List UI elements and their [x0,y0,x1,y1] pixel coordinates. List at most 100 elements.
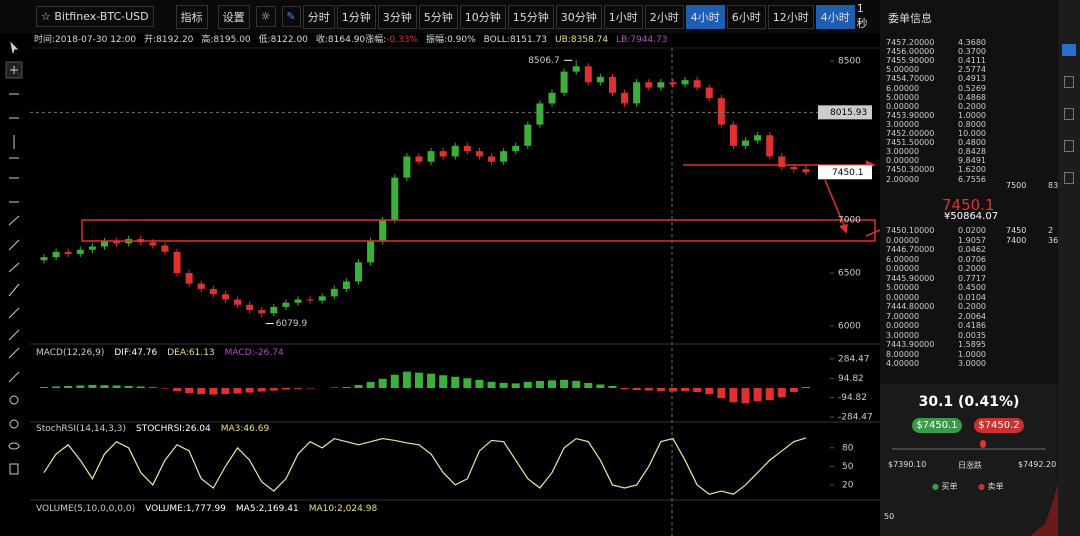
order-row: 5.00000 0.4868 [886,93,1056,102]
period-button[interactable]: 5分钟 [418,4,458,29]
period-button[interactable]: 10分钟 [459,4,506,29]
candle-body [161,245,169,252]
info-item: 高:8195.00 [201,33,251,45]
depth-price: 7500 [1006,181,1027,190]
candle-body [524,124,532,146]
icon[interactable] [1064,172,1074,184]
period-button[interactable]: 3分钟 [377,4,417,29]
candle-body [778,156,786,168]
macd-bar [681,388,690,392]
order-price: 7451.50000 [886,138,935,148]
order-amount: 0.5269 [958,83,986,93]
order-row: 5.00000 0.4500 [886,283,1056,292]
candle-body [330,288,338,297]
depth-amount: 83 [1048,181,1059,190]
period-button[interactable]: 4小时 [685,4,725,29]
macd-bar [765,388,774,401]
info-item: 开:8192.20 [144,34,194,45]
range-high: $7492.20 [1018,460,1057,469]
candle-body [40,257,48,261]
order-book-title: 委单信息 [888,12,932,25]
macd-bar [632,388,641,391]
candle-body [608,76,616,93]
macd-bar [584,382,593,388]
macd-bar [281,388,290,390]
period-button[interactable]: 15分钟 [507,4,554,29]
candle-body [596,76,604,83]
candle-body [657,82,665,88]
order-price: 5.00000 [886,92,920,102]
order-row: 7453.90000 1.0000 [886,111,1056,120]
icon[interactable] [1064,76,1074,88]
order-price: 0.00000 [886,321,920,330]
order-amount: 0.2000 [958,101,986,111]
order-price: 7446.70000 [886,245,935,254]
icon[interactable] [1062,44,1076,56]
order-amount: 3.0000 [958,359,986,368]
indicator-label: VOLUME:1,777.99 [145,504,226,514]
depth-row: 7450 2 [886,226,1056,235]
candle-body [246,304,254,311]
bid-button[interactable]: $7450.1 [912,418,962,433]
candle-body [415,156,423,162]
candle-body [790,167,798,170]
order-row: 7446.70000 0.0462 [886,245,1056,254]
macd-bar [173,388,182,392]
macd-bar [378,378,387,388]
candle-body [560,71,568,93]
icon[interactable] [1064,140,1074,152]
candle-body [584,66,592,83]
candle-body [113,241,121,244]
ask-button[interactable]: $7450.2 [974,418,1024,433]
stoch-header: StochRSI(14,14,3,3) STOCHRSI:26.04 MA3:46.… [36,424,269,434]
legend-buy-text: 买单 [941,482,958,491]
macd-bar [76,385,85,388]
candle-body [100,241,108,247]
theme-button[interactable]: ☼ [255,6,276,27]
order-amount: 0.4913 [958,74,986,84]
period-button[interactable]: 2小时 [644,4,684,29]
depth-row: 7500 83 [886,181,1059,190]
indicators-button[interactable]: 指标 [175,4,208,29]
candle-body [802,169,810,173]
candle-body [500,151,508,162]
order-price: 7455.90000 [886,56,935,66]
chart: 时间:2018-07-30 12:00 开:8192.20 高:8195.00 低:8… [5,33,880,536]
info-line: 时间:2018-07-30 12:00 开:8192.20 高:8195.00 低:8… [34,33,668,45]
ticker-panel: 30.1 (0.41%) $7450.1 $7450.2 $7390.10 日涨… [880,384,1058,536]
period-button[interactable]: 1小时 [603,4,643,29]
order-row: 7456.00000 0.3700 [886,47,1056,56]
period-button[interactable]: 分时 [302,4,335,29]
icon[interactable] [1064,108,1074,120]
order-amount: 0.4186 [958,321,986,330]
draw-button[interactable]: ✎ [281,6,301,27]
macd-bar [753,388,762,402]
macd-bar [475,379,484,388]
candle-body [391,177,399,221]
candle-body [766,135,774,157]
settings-button[interactable]: 设置 [217,4,250,29]
period-button[interactable]: 6小时 [726,4,766,29]
candle-body [234,299,242,305]
macd-bar [511,383,520,388]
symbol-select[interactable]: ☆ Bitfinex-BTC-USD [36,6,154,27]
macd-bar [560,379,569,388]
period-button[interactable]: 4小时 [815,4,855,29]
period-button[interactable]: 30分钟 [555,4,602,29]
depth-amount: 2 [1048,226,1054,235]
order-amount: 0.7717 [958,273,986,283]
candle-body [669,82,677,85]
refresh[interactable]: 1秒 [856,2,868,30]
macd-bar [197,388,206,395]
annotations [81,160,880,242]
macd-bar [221,388,230,395]
period-button[interactable]: 1分钟 [336,4,376,29]
candle-body [548,92,556,104]
order-price: 7453.90000 [886,110,935,120]
candle-body [742,140,750,146]
period-button[interactable]: 12小时 [767,4,814,29]
order-price: 3.00000 [886,330,920,340]
info-item: -0.33% [386,35,418,45]
order-price: 7452.00000 [886,129,935,138]
order-row: 0.00000 9.8491 [886,156,1056,165]
